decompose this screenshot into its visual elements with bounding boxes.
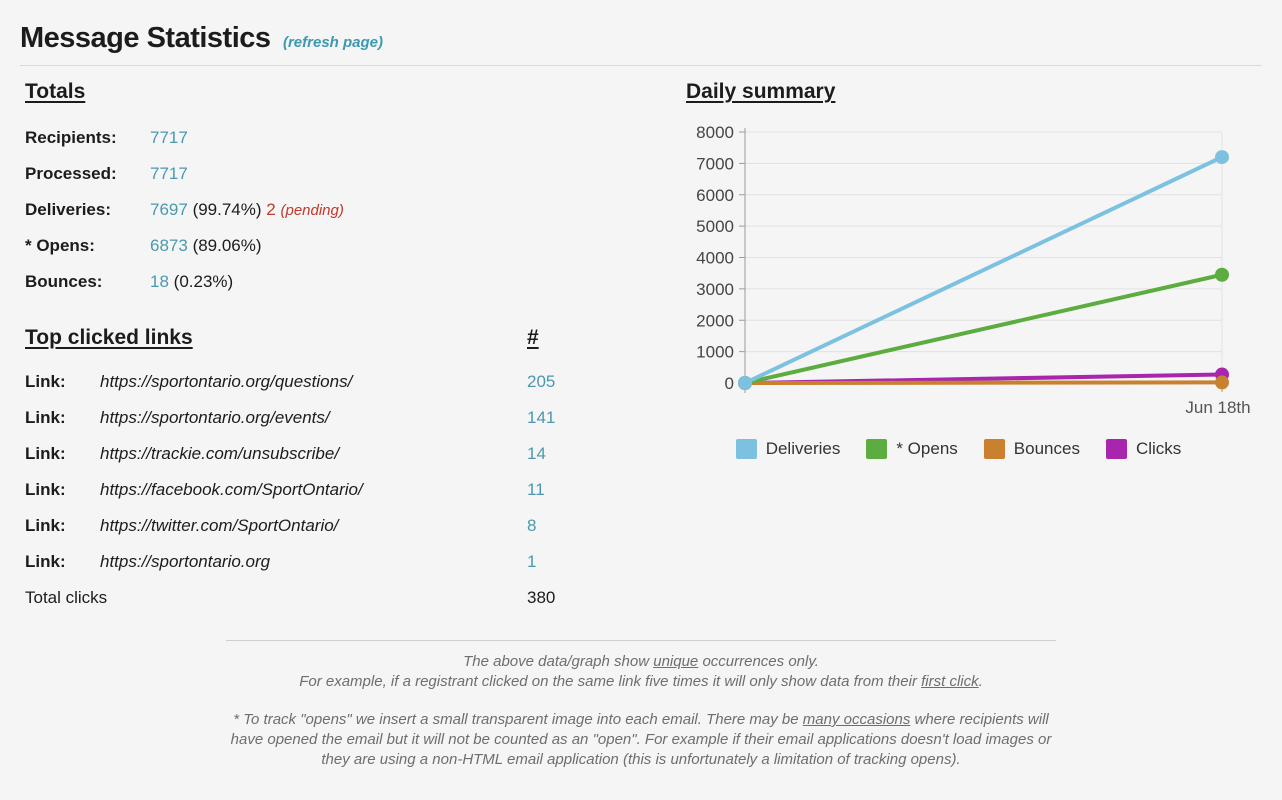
footer-notes: The above data/graph show unique occurre… [0,640,1282,770]
totals-row-processed: Processed: 7717 [25,156,570,192]
totals-heading: Totals [25,80,86,103]
totals-label: Bounces: [25,272,103,291]
legend-item: Clicks [1105,439,1182,459]
link-count: 205 [527,372,556,391]
svg-text:4000: 4000 [696,249,734,268]
legend-swatch [983,439,1005,459]
link-url: https://sportontario.org [100,552,271,571]
opens-tracking-note: * To track "opens" we insert a small tra… [230,711,1052,768]
link-label: Link: [25,408,66,427]
totals-value: 7697 [150,200,188,219]
total-clicks-label: Total clicks [25,588,108,607]
svg-text:0: 0 [725,374,734,393]
legend-label: Deliveries [765,439,841,458]
link-count: 141 [527,408,556,427]
page-header: Message Statistics (refresh page) [20,0,1262,66]
link-count: 8 [527,516,537,535]
line-chart-canvas: 0 1000 2000 3000 4000 5000 6000 7000 8000 Jun 18t… [696,123,1250,417]
legend-label: * Opens [896,439,958,458]
totals-label: Recipients: [25,128,117,147]
legend-swatch [866,439,888,459]
svg-text:3000: 3000 [696,280,734,299]
legend-label: Bounces [1013,439,1080,458]
svg-text:1000: 1000 [696,343,734,362]
link-url: https://sportontario.org/events/ [100,408,330,427]
totals-label: * Opens: [25,236,95,255]
svg-text:8000: 8000 [696,123,734,142]
footer-divider [226,640,1056,641]
link-row: Link: https://trackie.com/unsubscribe/ 1… [25,436,570,472]
link-row: Link: https://twitter.com/SportOntario/ … [25,508,570,544]
totals-percent: (0.23%) [173,272,234,291]
totals-percent: (99.74%) [192,200,262,219]
legend-swatch [1105,439,1127,459]
chart-column: Daily summary 0 1000 2000 3000 4000 5000 6000 7… [686,80,1266,459]
totals-percent: (89.06%) [192,236,262,255]
link-label: Link: [25,372,66,391]
pending-count: 2 [266,200,276,219]
link-url: https://twitter.com/SportOntario/ [100,516,339,535]
totals-row-opens: * Opens: 6873 (89.06%) [25,228,570,264]
legend-item: Deliveries [735,439,841,459]
page-title: Message Statistics [20,22,271,54]
link-count: 11 [527,480,545,499]
link-url: https://facebook.com/SportOntario/ [100,480,363,499]
link-count: 1 [527,552,537,571]
refresh-page-link[interactable]: (refresh page) [282,34,383,51]
top-links-header: Top clicked links # [25,326,570,350]
totals-value: 6873 [150,236,188,255]
count-column-heading: # [527,326,539,349]
totals-table: Recipients: 7717 Processed: 7717 Deliver… [25,120,570,300]
link-row: Link: https://sportontario.org/questions… [25,364,570,400]
link-url: https://sportontario.org/questions/ [100,372,353,391]
link-label: Link: [25,516,66,535]
pending-label: (pending) [280,202,344,219]
svg-text:2000: 2000 [696,311,734,330]
total-clicks-row: Total clicks 380 [25,580,570,616]
top-links-table: Link: https://sportontario.org/questions… [25,364,570,616]
totals-value: 7717 [150,128,188,147]
link-label: Link: [25,480,66,499]
svg-text:7000: 7000 [696,154,734,173]
totals-row-recipients: Recipients: 7717 [25,120,570,156]
total-clicks-value: 380 [527,588,556,607]
legend-item: * Opens [866,439,958,459]
link-url: https://trackie.com/unsubscribe/ [100,444,340,463]
totals-value: 7717 [150,164,188,183]
totals-label: Deliveries: [25,200,111,219]
link-label: Link: [25,444,66,463]
chart-legend: Deliveries * Opens Bounces Clicks [686,439,1231,459]
totals-row-deliveries: Deliveries: 7697 (99.74%) 2 (pending) [25,192,570,228]
legend-label: Clicks [1135,439,1182,458]
daily-summary-chart: 0 1000 2000 3000 4000 5000 6000 7000 8000 Jun 18t… [686,118,1266,423]
link-count: 14 [527,444,546,463]
daily-summary-heading: Daily summary [686,80,836,103]
top-links-heading: Top clicked links [25,326,193,349]
legend-swatch [735,439,757,459]
link-row: Link: https://sportontario.org 1 [25,544,570,580]
svg-text:5000: 5000 [696,217,734,236]
link-row: Link: https://sportontario.org/events/ 1… [25,400,570,436]
link-label: Link: [25,552,66,571]
totals-value: 18 [150,272,169,291]
link-row: Link: https://facebook.com/SportOntario/… [25,472,570,508]
totals-label: Processed: [25,164,117,183]
totals-row-bounces: Bounces: 18 (0.23%) [25,264,570,300]
svg-text:Jun 18th: Jun 18th [1185,398,1250,417]
svg-text:6000: 6000 [696,186,734,205]
stats-column: Totals Recipients: 7717 Processed: 7717 … [25,80,570,616]
unique-note: The above data/graph show unique occurre… [299,653,983,690]
legend-item: Bounces [983,439,1080,459]
